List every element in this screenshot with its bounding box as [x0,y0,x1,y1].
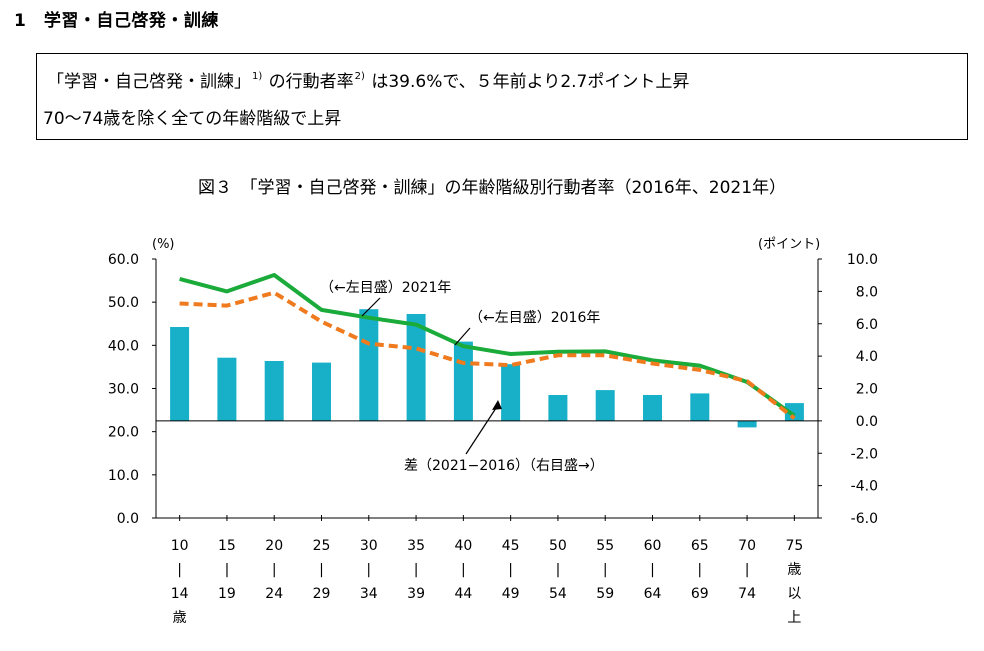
left-tick-label-6: 60.0 [108,252,139,268]
diff-bar-10 [643,395,662,421]
right-tick-label-7: 8.0 [856,284,878,300]
x-label-6-1: | [461,562,466,578]
x-label-12-2: 74 [738,586,756,602]
x-label-4-0: 30 [360,538,378,554]
x-label-1-2: 19 [218,586,236,602]
x-label-9-1: | [603,562,608,578]
right-tick-label-8: 10.0 [847,252,878,268]
left-tick-label-1: 10.0 [108,468,139,484]
right-tick-label-5: 4.0 [856,349,878,365]
x-label-0-3: 歳 [173,610,187,626]
summary-part-3: は39.6%で、５年前より2.7ポイント上昇 [365,72,690,92]
x-label-9-0: 55 [596,538,614,554]
x-label-13-3: 上 [787,610,801,626]
annotation-2021: （←左目盛）2021年 [320,280,451,296]
diff-bar-0 [170,327,190,421]
x-label-10-1: | [650,562,655,578]
series-line-2021 [179,273,796,418]
x-label-11-2: 69 [691,586,709,602]
x-label-0-2: 14 [171,586,189,602]
summary-line-2: 70〜74歳を除く全ての年齢階級で上昇 [43,109,342,129]
annotation-diff: 差（2021−2016）（右目盛→） [404,458,604,474]
x-label-1-1: | [225,562,230,578]
x-label-4-1: | [366,562,371,578]
summary-part-1: 「学習・自己啓発・訓練」 [47,72,251,92]
x-label-0-0: 10 [171,538,189,554]
x-label-10-2: 64 [644,586,662,602]
right-tick-label-1: -4.0 [851,479,878,495]
diff-bar-8 [548,395,568,421]
summary-part-2: の行動者率 [263,72,354,92]
section-heading: 1 学習・自己啓発・訓練 [14,11,219,31]
x-label-6-0: 40 [454,538,472,554]
x-label-12-0: 70 [738,538,756,554]
annotation-diff-arrowhead [492,400,502,410]
x-label-3-2: 29 [313,586,331,602]
diff-bar-4 [359,309,379,421]
summary-line-1: 「学習・自己啓発・訓練」1) の行動者率2) は39.6%で、５年前より2.7ポ… [47,67,689,92]
x-label-2-0: 20 [265,538,283,554]
diff-bar-9 [595,390,615,421]
x-label-13-0: 75 [785,538,803,554]
diff-bar-11 [690,393,710,421]
x-label-5-2: 39 [407,586,425,602]
diff-bar-6 [453,341,473,421]
diff-bar-2 [264,361,284,421]
right-tick-label-0: -6.0 [851,511,878,527]
left-tick-label-3: 30.0 [108,382,139,398]
diff-bar-1 [217,357,237,421]
annotation-2016: （←左目盛）2016年 [469,310,600,326]
x-label-6-2: 44 [454,586,472,602]
x-label-12-1: | [745,562,750,578]
right-tick-label-3: 0.0 [856,414,878,430]
diff-bar-13 [784,403,804,421]
x-label-2-1: | [272,562,277,578]
annotation-2016-pointer [454,327,471,346]
x-label-9-2: 59 [596,586,614,602]
x-label-7-0: 45 [502,538,520,554]
x-label-13-2: 以 [787,586,801,602]
x-label-11-1: | [697,562,702,578]
diff-bar-7 [501,364,521,421]
left-axis-unit: (%) [152,237,175,252]
right-axis-unit: (ポイント) [758,237,820,252]
x-label-11-0: 65 [691,538,709,554]
footnote-1: 1) [252,71,263,82]
left-tick-label-2: 20.0 [108,425,139,441]
footnote-2: 2) [354,71,365,82]
x-label-13-1: 歳 [787,562,801,578]
x-label-10-0: 60 [644,538,662,554]
x-label-5-1: | [414,562,419,578]
series-line-2016 [179,290,796,420]
x-label-5-0: 35 [407,538,425,554]
right-tick-label-6: 6.0 [856,317,878,333]
x-label-4-2: 34 [360,586,378,602]
x-label-7-1: | [508,562,513,578]
x-label-1-0: 15 [218,538,236,554]
left-tick-label-4: 40.0 [108,338,139,354]
left-tick-label-0: 0.0 [117,511,139,527]
x-label-3-1: | [319,562,324,578]
x-label-8-0: 50 [549,538,567,554]
x-label-3-0: 25 [313,538,331,554]
x-label-8-1: | [556,562,561,578]
annotation-diff-pointer [465,404,499,455]
x-label-7-2: 49 [502,586,520,602]
right-tick-label-4: 2.0 [856,382,878,398]
x-label-8-2: 54 [549,586,567,602]
diff-bar-12 [737,420,757,428]
right-tick-label-2: -2.0 [851,446,878,462]
figure-title: 図３ 「学習・自己啓発・訓練」の年齢階級別行動者率（2016年、2021年） [197,178,787,198]
x-label-0-1: | [177,562,182,578]
diff-bar-5 [406,314,426,421]
left-tick-label-5: 50.0 [108,295,139,311]
diff-bar-3 [312,362,331,421]
summary-box: 「学習・自己啓発・訓練」1) の行動者率2) は39.6%で、５年前より2.7ポ… [36,53,968,140]
annotation-2021-pointer [361,297,381,317]
x-label-2-2: 24 [265,586,283,602]
